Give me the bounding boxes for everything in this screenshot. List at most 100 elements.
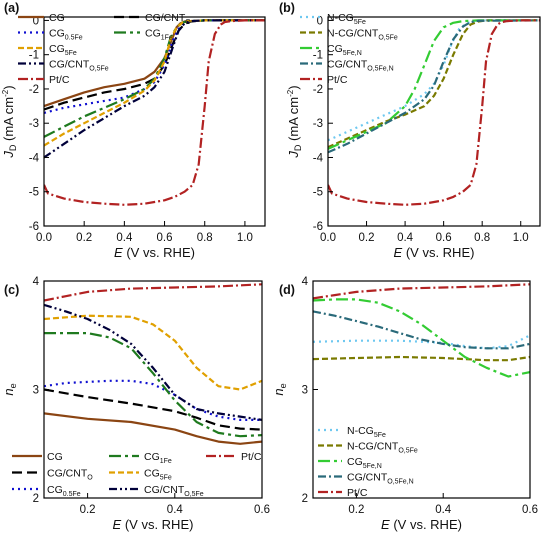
y-tick-label: -4 — [313, 152, 324, 164]
y-tick-label: 0 — [317, 15, 323, 27]
series-line-cg05fe — [44, 379, 262, 421]
x-axis-label: E (V vs. RHE) — [114, 245, 195, 260]
y-tick-label: 0 — [33, 15, 39, 27]
panel-label: (a) — [4, 1, 19, 15]
y-tick-label: -1 — [29, 50, 39, 62]
x-tick-label: 0.4 — [167, 504, 184, 516]
panel-b: 0.0 0.2 0.4 0.6 0.8 1.0 0 -1 -2 -3 -4 -5 -6 E (V vs. … — [279, 1, 541, 260]
series-line-ptc — [328, 19, 540, 206]
legend-label-cg5fen: CG5Fe,N — [327, 43, 362, 57]
y-tick-label: -6 — [29, 221, 39, 233]
y-tick-label: -4 — [29, 152, 40, 164]
panel-label: (b) — [279, 1, 295, 15]
legend-label-cg05fe: CG0.5Fe — [49, 28, 83, 42]
x-tick-label: 0.6 — [157, 232, 173, 244]
legend-label-cg5fe: CG5Fe — [49, 43, 77, 57]
y-tick-label: -6 — [313, 221, 323, 233]
x-tick-label: 0.4 — [397, 232, 414, 244]
y-tick-label: 3 — [302, 385, 308, 397]
series-line-cg1fe — [44, 332, 262, 438]
legend-label-cg_cnto: CG/CNTO — [145, 12, 191, 26]
x-tick-label: 0.6 — [254, 504, 270, 516]
x-tick-label: 0.8 — [197, 232, 213, 244]
x-tick-label: 1.0 — [237, 232, 253, 244]
series-line-cg5fen — [313, 298, 530, 378]
legend-label-ptc: Pt/C — [241, 451, 262, 463]
legend-label-cg1fe: CG1Fe — [145, 28, 173, 42]
y-tick-label: -5 — [313, 187, 323, 199]
x-tick-label: 0.4 — [435, 504, 452, 516]
y-tick-label: -2 — [29, 84, 39, 96]
x-tick-label: 0.6 — [522, 504, 538, 516]
x-axis-label: E (V vs. RHE) — [394, 245, 475, 260]
series-line-ncg_cnt05fe — [313, 355, 530, 362]
x-tick-label: 0.0 — [36, 232, 52, 244]
panel-a: 0.0 0.2 0.4 0.6 0.8 1.0 0 -1 -2 -3 -4 -5 -6 E (V vs. … — [1, 1, 266, 260]
legend-label-cg_cnt05fe: CG/CNTO,5Fe — [49, 59, 109, 73]
legend-label-cg1fe: CG1Fe — [144, 451, 172, 465]
x-axis-label: E (V vs. RHE) — [113, 517, 194, 532]
series-line-cg — [44, 412, 262, 445]
legend-label-cg5fen: CG5Fe,N — [347, 456, 382, 470]
series-line-ncg5fe — [313, 334, 530, 350]
x-tick-label: 0.2 — [359, 232, 375, 244]
panel-d: 0.2 0.4 0.6 2 3 4 E (V vs. RHE) ne (d) — [271, 276, 538, 532]
x-tick-label: 0.0 — [320, 232, 336, 244]
legend-label-ncg_cnt05fe: N-CG/CNTO,5Fe — [327, 28, 398, 42]
series-line-cg_cnto — [44, 388, 262, 431]
legend-label-ncg5fe: N-CG5Fe — [327, 12, 366, 26]
y-tick-label: 3 — [33, 385, 39, 397]
y-tick-label: 4 — [33, 276, 40, 288]
series-line-cg_cnt05fen — [313, 310, 530, 350]
legend-label-cg: CG — [47, 451, 63, 463]
panel-label: (c) — [4, 283, 19, 297]
y-axis-label: ne — [271, 383, 288, 395]
y-tick-label: -3 — [29, 118, 39, 130]
legend-label-ptc: Pt/C — [49, 74, 70, 86]
legend-a: CG CG/CNTO CG0.5Fe CG1Fe CG5Fe CG/CNTO,5FePt/… — [18, 12, 191, 86]
x-tick-label: 1.0 — [513, 232, 529, 244]
series-line-cg5fen — [328, 19, 540, 150]
legend-label-cg_cnto: CG/CNTO — [47, 468, 93, 482]
series-line-ptc — [44, 19, 265, 206]
series-line-ncg_cnt05fe — [328, 19, 540, 149]
y-tick-label: -3 — [313, 118, 323, 130]
y-tick-label: -5 — [29, 187, 39, 199]
y-tick-label: 2 — [33, 493, 39, 505]
legend-label-cg_cnt05fe: CG/CNTO,5Fe — [144, 484, 204, 498]
x-tick-label: 0.2 — [76, 232, 92, 244]
legend-label-ncg5fe: N-CG5Fe — [347, 425, 386, 439]
legend-label-cg_cnt05fen: CG/CNTO,5Fe,N — [347, 472, 414, 486]
panel-label: (d) — [279, 283, 295, 297]
series-line-cg5fe — [44, 314, 262, 391]
x-tick-label: 0.6 — [436, 232, 452, 244]
legend-label-ptc: Pt/C — [327, 74, 348, 86]
plot-frame — [312, 280, 531, 499]
legend-label-ptc: Pt/C — [347, 487, 368, 499]
legend-label-cg05fe: CG0.5Fe — [47, 484, 81, 498]
y-tick-label: -2 — [313, 84, 323, 96]
series-line-ptc — [313, 283, 530, 300]
y-axis-label: JD (mA cm-2) — [1, 85, 18, 158]
y-axis-label: JD (mA cm-2) — [286, 85, 303, 158]
panel-c: 0.2 0.4 0.6 2 3 4 E (V vs. RHE) ne (c) — [1, 276, 270, 532]
y-tick-label: -1 — [313, 50, 323, 62]
legend-label-ncg_cnt05fe: N-CG/CNTO,5Fe — [347, 441, 418, 455]
x-tick-label: 0.8 — [474, 232, 490, 244]
x-tick-label: 0.2 — [348, 504, 364, 516]
legend-label-cg5fe: CG5Fe — [144, 468, 172, 482]
plot-frame — [43, 280, 263, 499]
y-tick-label: 2 — [302, 493, 308, 505]
series-line-ptc — [44, 283, 262, 302]
y-tick-label: 4 — [302, 276, 309, 288]
x-axis-label: E (V vs. RHE) — [381, 517, 462, 532]
series-line-cg_cnt05fe — [44, 303, 262, 421]
x-tick-label: 0.4 — [116, 232, 133, 244]
y-axis-label: ne — [1, 383, 18, 395]
legend-label-cg: CG — [49, 12, 65, 24]
plot-frame — [327, 16, 541, 227]
legend-c: CG CG1Fe Pt/C CG/CNTO CG5Fe CG0.5Fe CG/CNTO,5F… — [12, 451, 262, 498]
legend-label-cg_cnt05fen: CG/CNTO,5Fe,N — [327, 59, 394, 73]
